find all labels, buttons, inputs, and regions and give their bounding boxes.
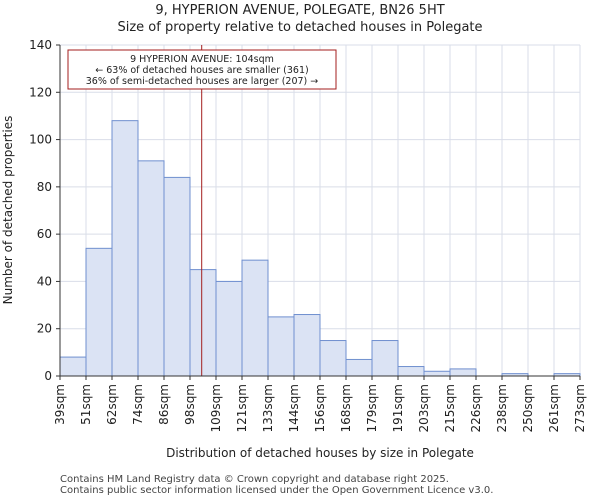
chart-subtitle: Size of property relative to detached ho… <box>117 20 483 35</box>
histogram-bar <box>293 314 321 377</box>
x-tick-label: 156sqm <box>313 384 327 432</box>
chart-title: 9, HYPERION AVENUE, POLEGATE, BN26 5HT <box>155 3 445 18</box>
histogram-bar <box>111 120 139 377</box>
histogram-bar <box>85 247 113 377</box>
annotation-line-2: ← 63% of detached houses are smaller (36… <box>95 65 308 76</box>
histogram-bar <box>397 366 425 377</box>
y-tick-label: 100 <box>29 133 52 147</box>
y-tick-label: 20 <box>37 322 52 336</box>
annotation-layer: 9 HYPERION AVENUE: 104sqm← 63% of detach… <box>67 49 337 90</box>
y-tick-label: 0 <box>44 369 52 383</box>
x-tick-label: 261sqm <box>547 384 561 432</box>
x-tick-label: 62sqm <box>105 384 119 425</box>
x-tick-label: 74sqm <box>131 384 145 425</box>
histogram-bar <box>137 160 165 377</box>
x-tick-label: 39sqm <box>53 384 67 425</box>
histogram-bar <box>215 280 243 377</box>
annotation-box <box>67 49 337 90</box>
histogram-bar <box>267 316 295 377</box>
x-tick-label: 168sqm <box>339 384 353 432</box>
x-tick-label: 238sqm <box>495 384 509 432</box>
x-tick-label: 273sqm <box>573 384 587 432</box>
x-tick-label: 203sqm <box>417 384 431 432</box>
histogram-bar <box>371 340 399 377</box>
x-tick-label: 144sqm <box>287 384 301 432</box>
x-tick-label: 179sqm <box>365 384 379 432</box>
x-axis-label: Distribution of detached houses by size … <box>166 446 474 460</box>
x-tick-label: 98sqm <box>183 384 197 425</box>
x-tick-label: 51sqm <box>79 384 93 425</box>
x-tick-label: 86sqm <box>157 384 171 425</box>
histogram-bar <box>241 259 269 377</box>
y-tick-label: 140 <box>29 38 52 52</box>
histogram-bar <box>189 269 217 377</box>
y-axis-label: Number of detached properties <box>1 116 15 305</box>
x-tick-label: 215sqm <box>443 384 457 432</box>
x-tick-label: 133sqm <box>261 384 275 432</box>
y-tick-label: 60 <box>37 227 52 241</box>
x-tick-label: 226sqm <box>469 384 483 432</box>
y-tick-label: 120 <box>29 85 52 99</box>
x-tick-label: 191sqm <box>391 384 405 432</box>
histogram-bar <box>345 358 373 377</box>
histogram-bar <box>59 356 87 377</box>
annotation-line-3: 36% of semi-detached houses are larger (… <box>86 76 319 87</box>
x-tick-label: 109sqm <box>209 384 223 432</box>
x-tick-label: 121sqm <box>235 384 249 432</box>
annotation-line-1: 9 HYPERION AVENUE: 104sqm <box>130 54 274 65</box>
x-tick-label: 250sqm <box>521 384 535 432</box>
histogram-bar <box>449 368 477 377</box>
y-tick-label: 80 <box>37 180 52 194</box>
axis-layer: 0 20 40 60 80 100 120 140 39sqm 51sqm 62sqm 74sqm 86… <box>29 38 587 432</box>
histogram-bar <box>319 340 347 377</box>
footer-line-1: Contains HM Land Registry data © Crown c… <box>60 474 449 485</box>
y-tick-label: 40 <box>37 274 52 288</box>
footer-line-2: Contains public sector information licen… <box>60 485 494 496</box>
histogram-bar <box>423 370 451 377</box>
bar-layer <box>59 120 581 377</box>
histogram-bar <box>163 176 191 377</box>
